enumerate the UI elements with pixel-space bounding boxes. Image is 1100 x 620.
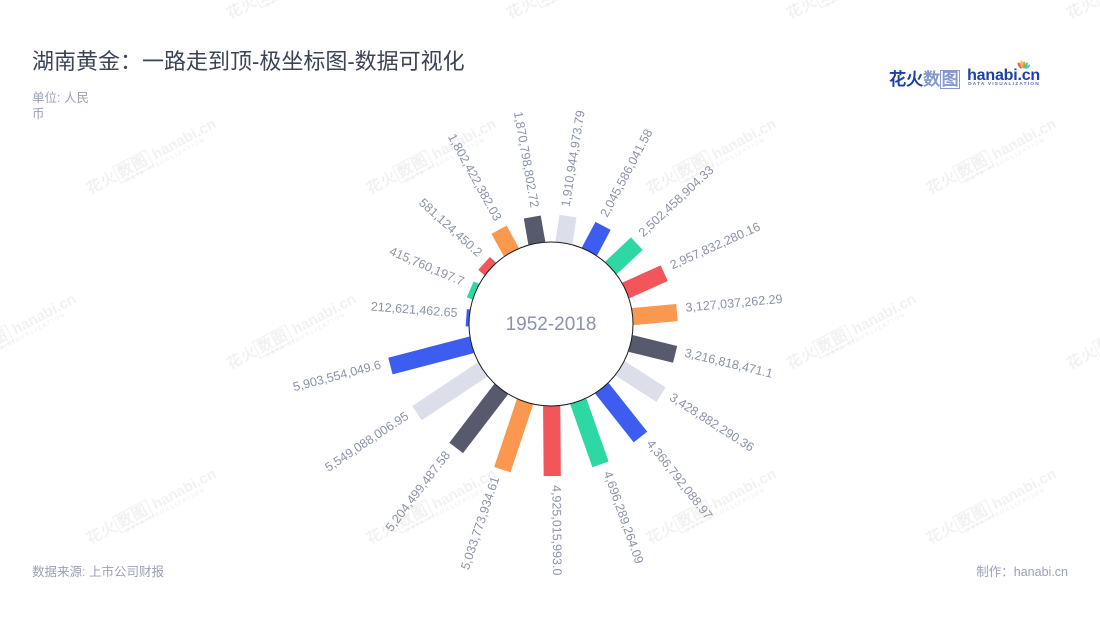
svg-text:4,696,289,264.09: 4,696,289,264.09 [601, 469, 647, 565]
svg-text:581,124,450.2: 581,124,450.2 [416, 196, 485, 260]
svg-text:212,621,462.65: 212,621,462.65 [370, 300, 458, 320]
svg-text:4,925,015,993.0: 4,925,015,993.0 [549, 485, 564, 576]
svg-text:3,216,818,471.1: 3,216,818,471.1 [683, 346, 774, 381]
svg-text:1,802,422,382.03: 1,802,422,382.03 [445, 131, 504, 223]
svg-text:1952-2018: 1952-2018 [506, 314, 597, 335]
svg-text:1,870,798,802.72: 1,870,798,802.72 [511, 110, 542, 208]
svg-text:5,204,499,487.58: 5,204,499,487.58 [383, 448, 453, 534]
svg-text:415,760,197.7: 415,760,197.7 [387, 244, 466, 288]
svg-text:3,428,882,290.36: 3,428,882,290.36 [667, 390, 757, 454]
svg-text:5,549,088,006.95: 5,549,088,006.95 [322, 409, 411, 475]
svg-text:5,033,773,934.61: 5,033,773,934.61 [458, 475, 502, 572]
svg-text:2,045,586,041.58: 2,045,586,041.58 [598, 127, 656, 220]
svg-text:2,957,832,280.16: 2,957,832,280.16 [668, 220, 763, 273]
svg-text:4,366,792,088.97: 4,366,792,088.97 [644, 437, 715, 522]
svg-text:5,903,554,049.6: 5,903,554,049.6 [292, 358, 383, 394]
svg-text:2,502,458,904.33: 2,502,458,904.33 [636, 163, 717, 240]
svg-text:1,910,944,973.79: 1,910,944,973.79 [559, 109, 588, 207]
svg-text:3,127,037,262.29: 3,127,037,262.29 [685, 292, 783, 315]
